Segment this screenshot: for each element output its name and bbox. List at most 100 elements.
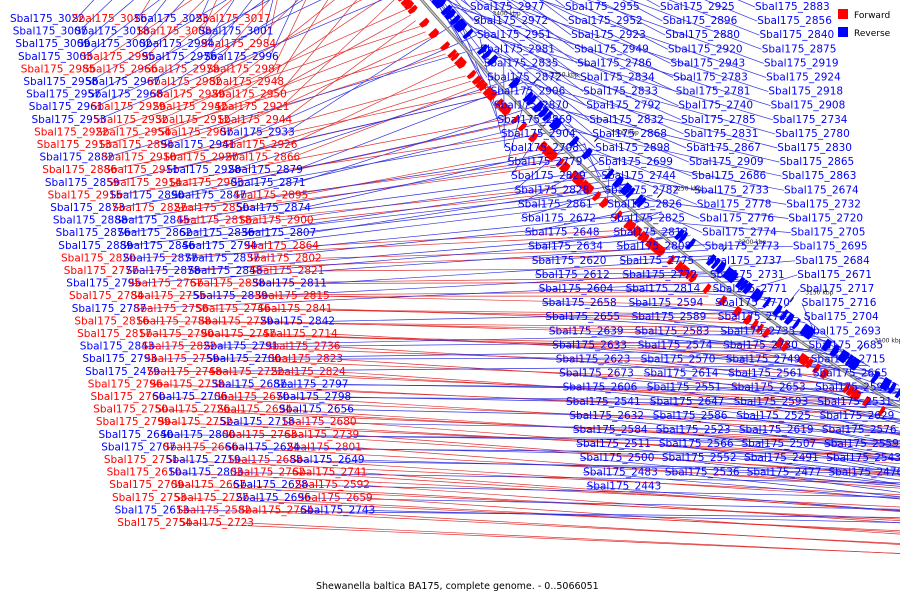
gene-label: Sbal175_2443 [587,480,662,492]
gene-label: Sbal175_2862 [118,227,193,239]
gene-label: Sbal175_2880 [665,29,740,41]
label-connector [622,177,787,205]
gene-label: Sbal175_2955 [565,1,640,13]
label-connector [121,168,613,234]
gene-label: Sbal175_2720 [788,213,863,225]
gene-label: Sbal175_2640 [99,429,174,441]
gene-label: Sbal175_2821 [250,265,325,277]
label-connector [447,0,478,36]
reverse-gene-arrow [779,309,789,321]
label-connector [579,457,900,487]
gene-label: Sbal175_2919 [764,57,839,69]
gene-label: Sbal175_2694 [217,404,292,416]
gene-label: Sbal175_2824 [271,366,346,378]
gene-label: Sbal175_2867 [686,142,761,154]
label-connector [293,459,900,499]
gene-label: Sbal175_2620 [532,255,607,267]
gene-label: Sbal175_2755 [131,290,206,302]
gene-label: Sbal175_2723 [179,517,254,529]
gene-label: Sbal175_2961 [29,101,104,113]
forward-gene-arrow [584,184,595,195]
forward-gene-arrow [877,405,886,417]
forward-gene-arrow [780,341,790,352]
gene-label: Sbal175_2888 [53,215,128,227]
gene-label: Sbal175_2791 [204,341,279,353]
gene-label: Sbal175_2920 [668,43,743,55]
gene-label: Sbal175_2775 [620,255,695,267]
reverse-gene-arrow [724,268,736,282]
reverse-gene-arrow [541,110,553,122]
gene-label: Sbal175_2639 [549,325,624,337]
label-connector [817,401,900,424]
gene-label: Sbal175_2802 [247,252,322,264]
forward-gene-arrow [482,86,493,97]
gene-label: Sbal175_2771 [713,283,788,295]
gene-label: Sbal175_2476 [829,466,900,478]
label-connector [552,345,878,372]
gene-label: Sbal175_2574 [638,339,713,351]
gene-label: Sbal175_2705 [791,227,866,239]
genome-backbone [419,0,900,409]
label-connector [180,153,597,221]
gene-label: Sbal175_2594 [629,297,704,309]
forward-gene-arrow [655,246,666,257]
label-connector [205,333,781,350]
label-connector [180,510,900,518]
gene-label: Sbal175_2759 [144,353,219,365]
label-connector [596,153,785,191]
gene-label: Sbal175_2932 [94,114,169,126]
label-connector [159,9,407,121]
label-connector [803,316,842,348]
label-connector [572,429,900,461]
gene-label: Sbal175_2922 [34,126,109,138]
reverse-gene-arrow [753,290,764,303]
gene-label: Sbal175_2730 [723,339,798,351]
gene-label: Sbal175_2796 [88,378,163,390]
gene-label: Sbal175_2752 [158,416,233,428]
label-connector [97,0,383,121]
reverse-gene-arrow [481,48,493,60]
reverse-gene-arrow [727,271,739,284]
kbp-tick-marks: 2900 kbp2950 kbp3000 kbp3050 kbp3100 kbp… [475,10,900,351]
gene-label: Sbal175_3003 [18,51,93,63]
gene-label: Sbal175_2906 [491,86,566,98]
label-connector [517,159,604,205]
label-connector [299,149,540,196]
forward-gene-arrow [547,150,558,162]
gene-label: Sbal175_2659 [298,492,373,504]
reverse-gene-arrow [633,194,644,206]
gene-label: Sbal175_2987 [207,63,282,75]
reverse-gene-arrow [840,351,850,364]
forward-gene-arrow [796,352,806,364]
label-connector [126,234,634,259]
gene-label: Sbal175_2781 [676,86,751,98]
gene-label: Sbal175_2957 [26,89,101,101]
gene-label: Sbal175_2859 [45,177,120,189]
gene-label: Sbal175_2674 [784,184,859,196]
reverse-gene-arrow [734,276,746,289]
label-connector [736,415,900,444]
label-connector [540,0,671,64]
label-connector [213,0,299,83]
label-connector [148,348,844,360]
forward-gene-arrow [749,319,759,330]
gene-label: Sbal175_2836 [180,227,255,239]
gene-label: Sbal175_2773 [705,241,780,253]
gene-label: Sbal175_2866 [226,152,301,164]
gene-label: Sbal175_2837 [185,252,260,264]
label-connector [510,0,674,78]
label-connector [148,0,233,70]
gene-label: Sbal175_2984 [201,38,276,50]
forward-gene-arrow [544,147,554,158]
kbp-tick [789,297,795,303]
gene-label: Sbal175_2882 [40,152,115,164]
label-connector [231,459,900,471]
gene-label: Sbal175_2570 [641,354,716,366]
reverse-gene-arrow [452,18,465,30]
reverse-gene-arrow [476,44,489,55]
gene-label: Sbal175_2843 [80,341,155,353]
reverse-gene-arrow [710,257,721,270]
label-connector [728,260,796,267]
label-connector [218,396,900,401]
gene-label: Sbal175_2525 [736,410,811,422]
